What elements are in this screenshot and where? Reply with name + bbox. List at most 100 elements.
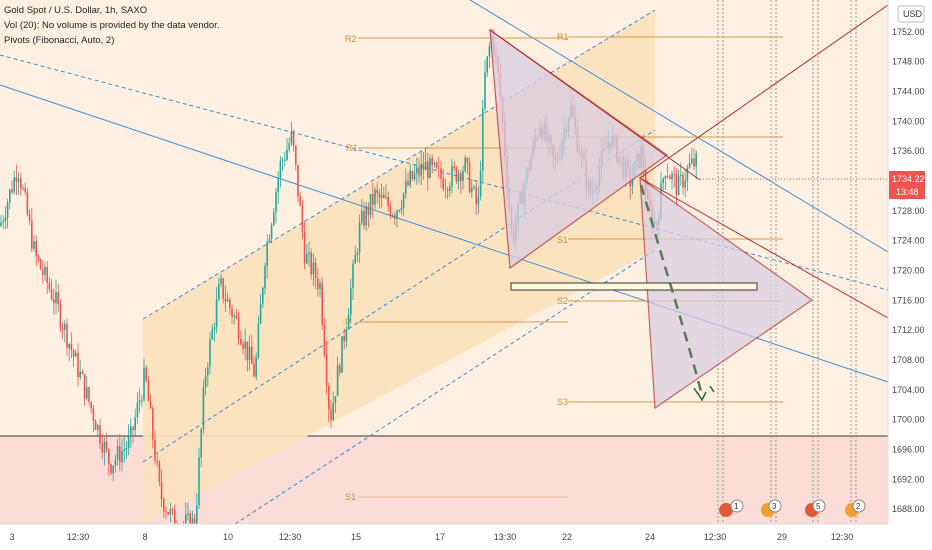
currency-badge-label: USD [903, 9, 923, 19]
x-tick-label: 29 [777, 532, 787, 542]
candle-body [354, 255, 356, 264]
candle-body [374, 189, 376, 205]
candle-body [160, 481, 163, 500]
candle-body [462, 170, 464, 182]
candle-body [154, 439, 156, 461]
candle-body [28, 214, 31, 221]
candle-body [174, 509, 176, 531]
candle-body [411, 170, 414, 179]
x-tick-label: 12:30 [279, 532, 302, 542]
price-axis-background [888, 0, 932, 550]
candle-body [255, 357, 257, 377]
red-trend-upper [639, 4, 889, 179]
candle-body [435, 163, 438, 168]
candle-body [396, 210, 398, 219]
candle-body [125, 448, 128, 450]
candle-body [453, 166, 455, 168]
candle-body [301, 206, 304, 232]
candle-body [248, 346, 251, 361]
y-tick-label: 1700.00 [892, 415, 925, 425]
candle-body [273, 212, 275, 225]
candle-body [31, 220, 33, 249]
candle-body [83, 374, 86, 399]
candle-body [664, 176, 667, 179]
candle-body [235, 315, 238, 319]
currency-badge[interactable] [897, 5, 925, 23]
candle-body [224, 298, 227, 302]
candle-body [64, 323, 66, 330]
candle-body [24, 188, 26, 193]
candle-body [121, 450, 123, 463]
candle-body [134, 417, 136, 430]
candle-body [213, 327, 216, 330]
candle-body [365, 206, 367, 226]
x-tick-label: 24 [645, 532, 655, 542]
candle-body [48, 282, 51, 289]
candle-body [413, 173, 416, 179]
candle-body [675, 174, 678, 196]
x-tick-label: 10 [223, 532, 233, 542]
candle-body [262, 287, 264, 304]
candle-body [464, 157, 466, 171]
candle-body [152, 408, 154, 440]
candle-body [387, 197, 389, 207]
event-badge-count: 5 [816, 502, 821, 511]
candle-body [220, 278, 222, 284]
candle-body [204, 375, 207, 388]
candle-body [218, 283, 220, 300]
candle-body [356, 252, 359, 256]
candle-body [468, 163, 471, 193]
candle-body [231, 308, 233, 317]
candle-body [429, 158, 431, 178]
y-tick-label: 1720.00 [892, 265, 925, 275]
event-badge-icon [730, 499, 744, 513]
candle-body [695, 153, 697, 167]
candle-body [202, 387, 205, 430]
candle-body [251, 346, 253, 364]
triangle-pattern-2 [639, 176, 814, 410]
candle-body [165, 511, 167, 513]
candle-body [451, 166, 453, 187]
red-trend-lower [639, 177, 889, 319]
candle-body [431, 158, 433, 165]
y-tick-label: 1728.00 [892, 206, 925, 216]
candle-body [275, 192, 277, 213]
candle-body [55, 292, 57, 304]
support-zone [0, 436, 888, 524]
event-badge-count: 2 [856, 502, 861, 511]
candle-body [20, 178, 22, 189]
candle-body [17, 178, 20, 183]
pivot-label: R2 [345, 34, 357, 44]
event-badges[interactable]: 1 3 5 2 [719, 499, 866, 517]
candle-body [136, 402, 139, 418]
candle-body [169, 509, 172, 515]
candle-body [460, 173, 462, 182]
candle-body [37, 255, 40, 260]
candle-body [455, 167, 458, 182]
candle-body [383, 194, 385, 198]
candle-body [286, 149, 288, 160]
projection-tick [693, 385, 715, 402]
event-badge-icon [812, 499, 826, 513]
candle-body [209, 339, 211, 368]
candle-body [229, 299, 231, 309]
candle-body [314, 262, 317, 279]
time-axis-background [0, 524, 888, 550]
legend-pivots: Pivots (Fibonacci, Auto, 2) [4, 35, 114, 46]
candle-body [163, 499, 165, 512]
candle-body [422, 163, 425, 171]
candle-body [119, 446, 121, 463]
event-badge-count: 3 [772, 502, 777, 511]
candle-body [341, 336, 343, 373]
candle-body [143, 367, 145, 400]
candle-body [130, 426, 132, 437]
candle-body [418, 167, 420, 176]
candle-body [86, 387, 88, 399]
pivot-label: P [345, 317, 351, 327]
candle-body [444, 189, 447, 191]
time-axis[interactable]: 3 12:30 8 10 12:30 15 17 13:30 22 24 12:30 29 12:30 [9, 532, 853, 542]
candle-body [103, 441, 106, 453]
price-axis[interactable]: 1752.001748.001744.001740.001736.001732.… [892, 27, 925, 514]
y-tick-label: 1748.00 [892, 57, 925, 67]
